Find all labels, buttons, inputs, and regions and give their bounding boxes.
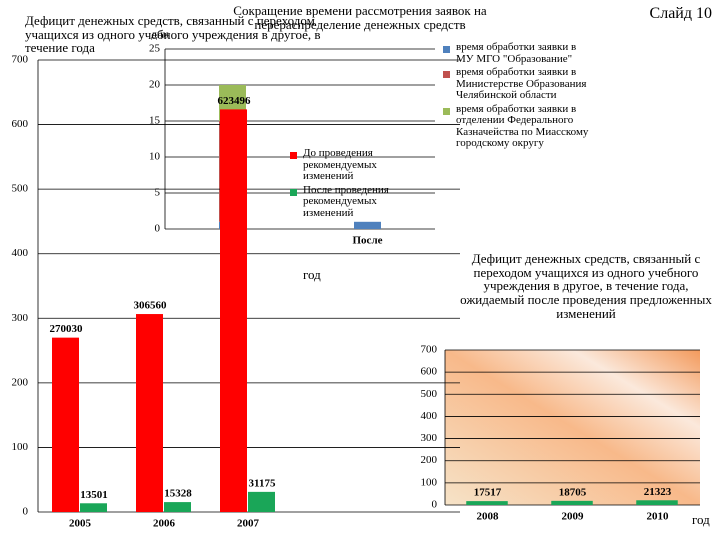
y-tick-label: 5: [155, 187, 161, 199]
data-label: 31175: [249, 477, 276, 489]
legend-item: время обработки заявки в Министерстве Об…: [443, 66, 593, 102]
bar: [136, 314, 163, 512]
bar: [636, 500, 678, 505]
slide-number: Слайд 10: [649, 5, 712, 22]
legend-swatch: [290, 152, 297, 159]
legend-item: После проведения рекомендуемых изменений: [290, 183, 390, 220]
legend-item: До проведения рекомендуемых изменений: [290, 147, 390, 183]
y-tick-label: 300: [12, 312, 29, 324]
y-tick-label: 20: [149, 79, 161, 91]
bar: [52, 337, 79, 512]
y-tick-label: 200: [421, 454, 438, 466]
legend-label: время обработки заявки в отделении Федер…: [456, 102, 589, 150]
y-tick-label: 100: [421, 476, 438, 488]
legend: время обработки заявки в МУ МГО "Образов…: [443, 41, 593, 152]
data-label: 270030: [50, 323, 84, 335]
y-tick-label: 15: [149, 115, 161, 127]
legend-label: До проведения рекомендуемых изменений: [303, 147, 377, 183]
legend-item: время обработки заявки в отделении Федер…: [443, 102, 593, 150]
data-label: 623496: [218, 95, 252, 107]
y-tick-label: 400: [12, 247, 29, 259]
y-tick-label: 400: [421, 410, 438, 422]
bar: [80, 503, 107, 512]
y-tick-label: 100: [12, 441, 29, 453]
data-label: 17517: [474, 487, 502, 499]
bar-segment: [354, 221, 381, 229]
chart-title: Дефицит денежных средств, связанный с пе…: [460, 251, 712, 321]
chart-title: Дефицит денежных средств, связанный с пе…: [25, 13, 321, 56]
y-tick-label: 200: [12, 376, 29, 388]
y-tick-label: 0: [155, 223, 161, 235]
data-label: 15328: [164, 488, 192, 500]
legend-swatch: [443, 71, 450, 79]
legend: До проведения рекомендуемых изменений Пос…: [290, 147, 390, 221]
y-tick-label: 700: [12, 54, 29, 66]
chart-title: Сокращение времени рассмотрения заявок н…: [233, 3, 487, 32]
x-tick-label: 2005: [69, 518, 92, 530]
legend-item: время обработки заявки в МУ МГО "Образов…: [443, 41, 593, 65]
bar: [551, 500, 593, 505]
data-label: 21323: [644, 486, 672, 498]
plot-background: [445, 350, 700, 505]
y-tick-label: 700: [421, 344, 438, 356]
bar: [248, 491, 275, 512]
y-tick-label: 500: [12, 183, 29, 195]
legend-label: время обработки заявки в Министерстве Об…: [456, 66, 587, 102]
legend-label: После проведения рекомендуемых изменений: [303, 183, 389, 219]
y-tick-label: 600: [421, 366, 438, 378]
legend-label: время обработки заявки в МУ МГО "Образов…: [456, 41, 577, 65]
x-tick-label: 2006: [153, 518, 176, 530]
bar: [466, 501, 508, 505]
legend-swatch: [290, 188, 297, 196]
x-tick-label: 2010: [647, 511, 670, 523]
legend-swatch: [443, 46, 450, 53]
y-tick-label: 0: [432, 499, 438, 511]
y-tick-label: 500: [421, 388, 438, 400]
y-tick-label: 10: [149, 151, 161, 163]
x-tick-label: 2007: [237, 518, 260, 530]
y-tick-label: 25: [149, 43, 161, 55]
y-tick-label: 0: [23, 506, 29, 518]
x-tick-label: 2008: [477, 511, 500, 523]
x-tick-label: 2009: [562, 511, 585, 523]
x-axis-label: год: [692, 512, 710, 527]
y-axis-label: дни: [151, 29, 168, 41]
y-tick-label: 600: [12, 118, 29, 130]
x-axis-label: год: [303, 267, 321, 282]
bar: [164, 502, 191, 512]
data-label: 18705: [559, 486, 587, 498]
bar: [220, 109, 247, 513]
data-label: 13501: [80, 489, 108, 501]
y-tick-label: 300: [421, 432, 438, 444]
legend-swatch: [443, 107, 450, 115]
x-tick-label: После: [353, 235, 383, 247]
data-label: 306560: [134, 300, 168, 312]
